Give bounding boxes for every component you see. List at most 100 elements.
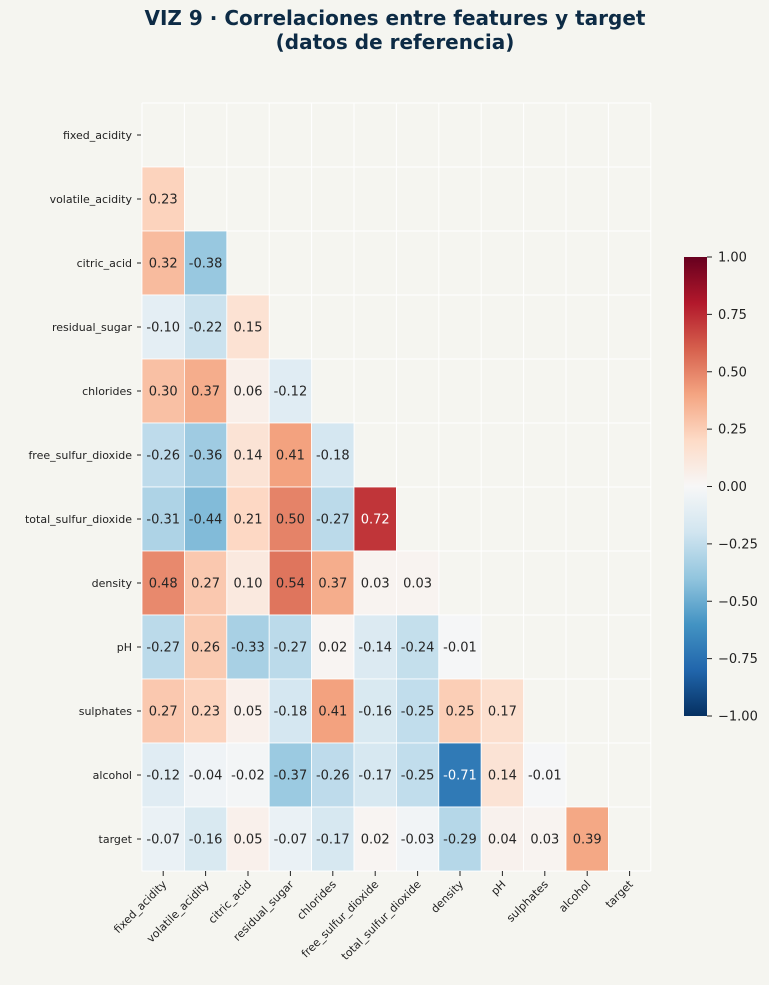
cell-value-label: -0.26 xyxy=(146,449,180,464)
cell-value-label: -0.14 xyxy=(358,641,392,656)
heatmap-cell-alcohol-free_sulfur_dioxide xyxy=(353,742,397,808)
colorbar-tick-label: 0.00 xyxy=(718,480,747,495)
cell-value-label: 0.30 xyxy=(149,385,178,400)
cell-value-label: -0.17 xyxy=(316,833,350,848)
colorbar-tick-label: −0.25 xyxy=(718,537,758,552)
heatmap-cell-sulphates-citric_acid xyxy=(226,678,270,744)
cell-value-label: 0.03 xyxy=(361,577,390,592)
cell-value-label: 0.39 xyxy=(573,833,602,848)
heatmap-cell-alcohol-residual_sugar xyxy=(268,742,313,808)
cell-value-label: -0.37 xyxy=(274,769,308,784)
cell-value-label: -0.18 xyxy=(274,705,308,720)
cell-value-label: -0.25 xyxy=(401,769,435,784)
x-tick-label-free_sulfur_dioxide: free_sulfur_dioxide xyxy=(299,878,382,961)
cells-layer: 0.230.32 -0.38-0.10 -0.22 0.150.30 0.37 0.06-… xyxy=(141,166,609,872)
colorbar-tick-label: −0.75 xyxy=(718,652,758,667)
heatmap-cell-alcohol-total_sulfur_dioxide xyxy=(395,742,440,808)
heatmap-cell-pH-citric_acid xyxy=(226,614,270,680)
cell-value-label: -0.12 xyxy=(146,769,180,784)
cell-value-label: 0.15 xyxy=(234,321,263,336)
cell-value-label: -0.01 xyxy=(443,641,477,656)
cell-value-label: -0.22 xyxy=(189,321,223,336)
x-tick-label-pH: pH xyxy=(489,878,509,898)
heatmap-cell-alcohol-sulphates xyxy=(523,742,567,808)
heatmap-cell-sulphates-pH xyxy=(480,678,525,744)
x-tick-label-chlorides: chlorides xyxy=(294,878,339,923)
y-tick-label-sulphates: sulphates xyxy=(79,705,133,718)
cell-value-label: -0.02 xyxy=(231,769,265,784)
cell-value-label: 0.04 xyxy=(488,833,517,848)
x-tick-label-target: target xyxy=(603,877,636,910)
cell-value-label: 0.50 xyxy=(276,513,305,528)
heatmap-cell-alcohol-citric_acid xyxy=(226,742,270,808)
cell-value-label: -0.36 xyxy=(189,449,223,464)
cell-value-label: -0.25 xyxy=(401,705,435,720)
heatmap-cell-target-total_sulfur_dioxide xyxy=(395,806,440,872)
cell-value-label: 0.23 xyxy=(149,193,178,208)
cell-value-label: -0.33 xyxy=(231,641,265,656)
cell-value-label: -0.03 xyxy=(401,833,435,848)
cell-value-label: 0.14 xyxy=(234,449,263,464)
cell-value-label: 0.10 xyxy=(234,577,263,592)
cell-value-label: -0.01 xyxy=(528,769,562,784)
heatmap-cell-density-citric_acid xyxy=(226,550,270,616)
cell-value-label: 0.23 xyxy=(191,705,220,720)
colorbar-tick-label: −0.50 xyxy=(718,595,758,610)
y-tick-label-fixed_acidity: fixed_acidity xyxy=(63,129,133,142)
cell-value-label: 0.27 xyxy=(149,705,178,720)
y-tick-label-target: target xyxy=(99,833,133,846)
cell-value-label: 0.17 xyxy=(488,705,517,720)
cell-value-label: -0.31 xyxy=(146,513,180,528)
cell-value-label: 0.03 xyxy=(403,577,432,592)
cell-value-label: -0.44 xyxy=(189,513,223,528)
y-tick-label-pH: pH xyxy=(117,641,132,654)
x-tick-label-alcohol: alcohol xyxy=(556,878,593,915)
heatmap-cell-target-sulphates xyxy=(523,806,567,872)
cell-value-label: -0.17 xyxy=(358,769,392,784)
cell-value-label: 0.37 xyxy=(191,385,220,400)
colorbar-tick-label: 1.00 xyxy=(718,251,747,266)
heatmap-cell-target-alcohol xyxy=(565,806,609,872)
heatmap-cell-free_sulfur_dioxide-chlorides xyxy=(311,422,355,488)
chart-title-line-2: (datos de referencia) xyxy=(275,30,515,54)
cell-value-label: -0.16 xyxy=(189,833,223,848)
cell-value-label: -0.27 xyxy=(274,641,308,656)
y-tick-label-chlorides: chlorides xyxy=(82,385,132,398)
cell-value-label: 0.05 xyxy=(234,705,263,720)
y-tick-label-volatile_acidity: volatile_acidity xyxy=(50,193,133,206)
heatmap-cell-density-total_sulfur_dioxide xyxy=(395,550,440,616)
heatmap-cell-alcohol-pH xyxy=(480,742,525,808)
cell-value-label: -0.07 xyxy=(146,833,180,848)
heatmap-cell-alcohol-fixed_acidity xyxy=(141,742,185,808)
y-tick-label-citric_acid: citric_acid xyxy=(77,257,132,270)
cell-value-label: 0.48 xyxy=(149,577,178,592)
y-tick-label-residual_sugar: residual_sugar xyxy=(52,321,133,334)
x-tick-label-total_sulfur_dioxide: total_sulfur_dioxide xyxy=(339,878,424,963)
cell-value-label: 0.02 xyxy=(361,833,390,848)
cell-value-label: -0.27 xyxy=(146,641,180,656)
heatmap-cell-sulphates-total_sulfur_dioxide xyxy=(395,678,440,744)
heatmap-cell-volatile_acidity-fixed_acidity xyxy=(141,166,185,232)
heatmap-cell-residual_sugar-fixed_acidity xyxy=(141,294,185,360)
heatmap-cell-total_sulfur_dioxide-chlorides xyxy=(311,486,355,552)
heatmap-cell-pH-volatile_acidity xyxy=(183,614,228,680)
y-tick-label-total_sulfur_dioxide: total_sulfur_dioxide xyxy=(25,513,132,526)
cell-value-label: -0.24 xyxy=(401,641,435,656)
colorbar-gradient xyxy=(684,257,707,716)
heatmap-cell-free_sulfur_dioxide-volatile_acidity xyxy=(183,422,228,488)
cell-value-label: 0.25 xyxy=(446,705,475,720)
cell-value-label: -0.07 xyxy=(274,833,308,848)
cell-value-label: -0.29 xyxy=(443,833,477,848)
heatmap-cell-total_sulfur_dioxide-free_sulfur_dioxide xyxy=(353,486,397,552)
heatmap-cell-density-fixed_acidity xyxy=(141,550,185,616)
cell-value-label: 0.72 xyxy=(361,513,390,528)
y-tick-label-density: density xyxy=(92,577,133,590)
cell-value-label: -0.16 xyxy=(358,705,392,720)
heatmap-cell-pH-fixed_acidity xyxy=(141,614,185,680)
cell-value-label: 0.26 xyxy=(191,641,220,656)
heatmap-cell-chlorides-residual_sugar xyxy=(268,358,313,424)
cell-value-label: 0.06 xyxy=(234,385,263,400)
heatmap-cell-chlorides-volatile_acidity xyxy=(183,358,228,424)
heatmap-cell-target-volatile_acidity xyxy=(183,806,228,872)
